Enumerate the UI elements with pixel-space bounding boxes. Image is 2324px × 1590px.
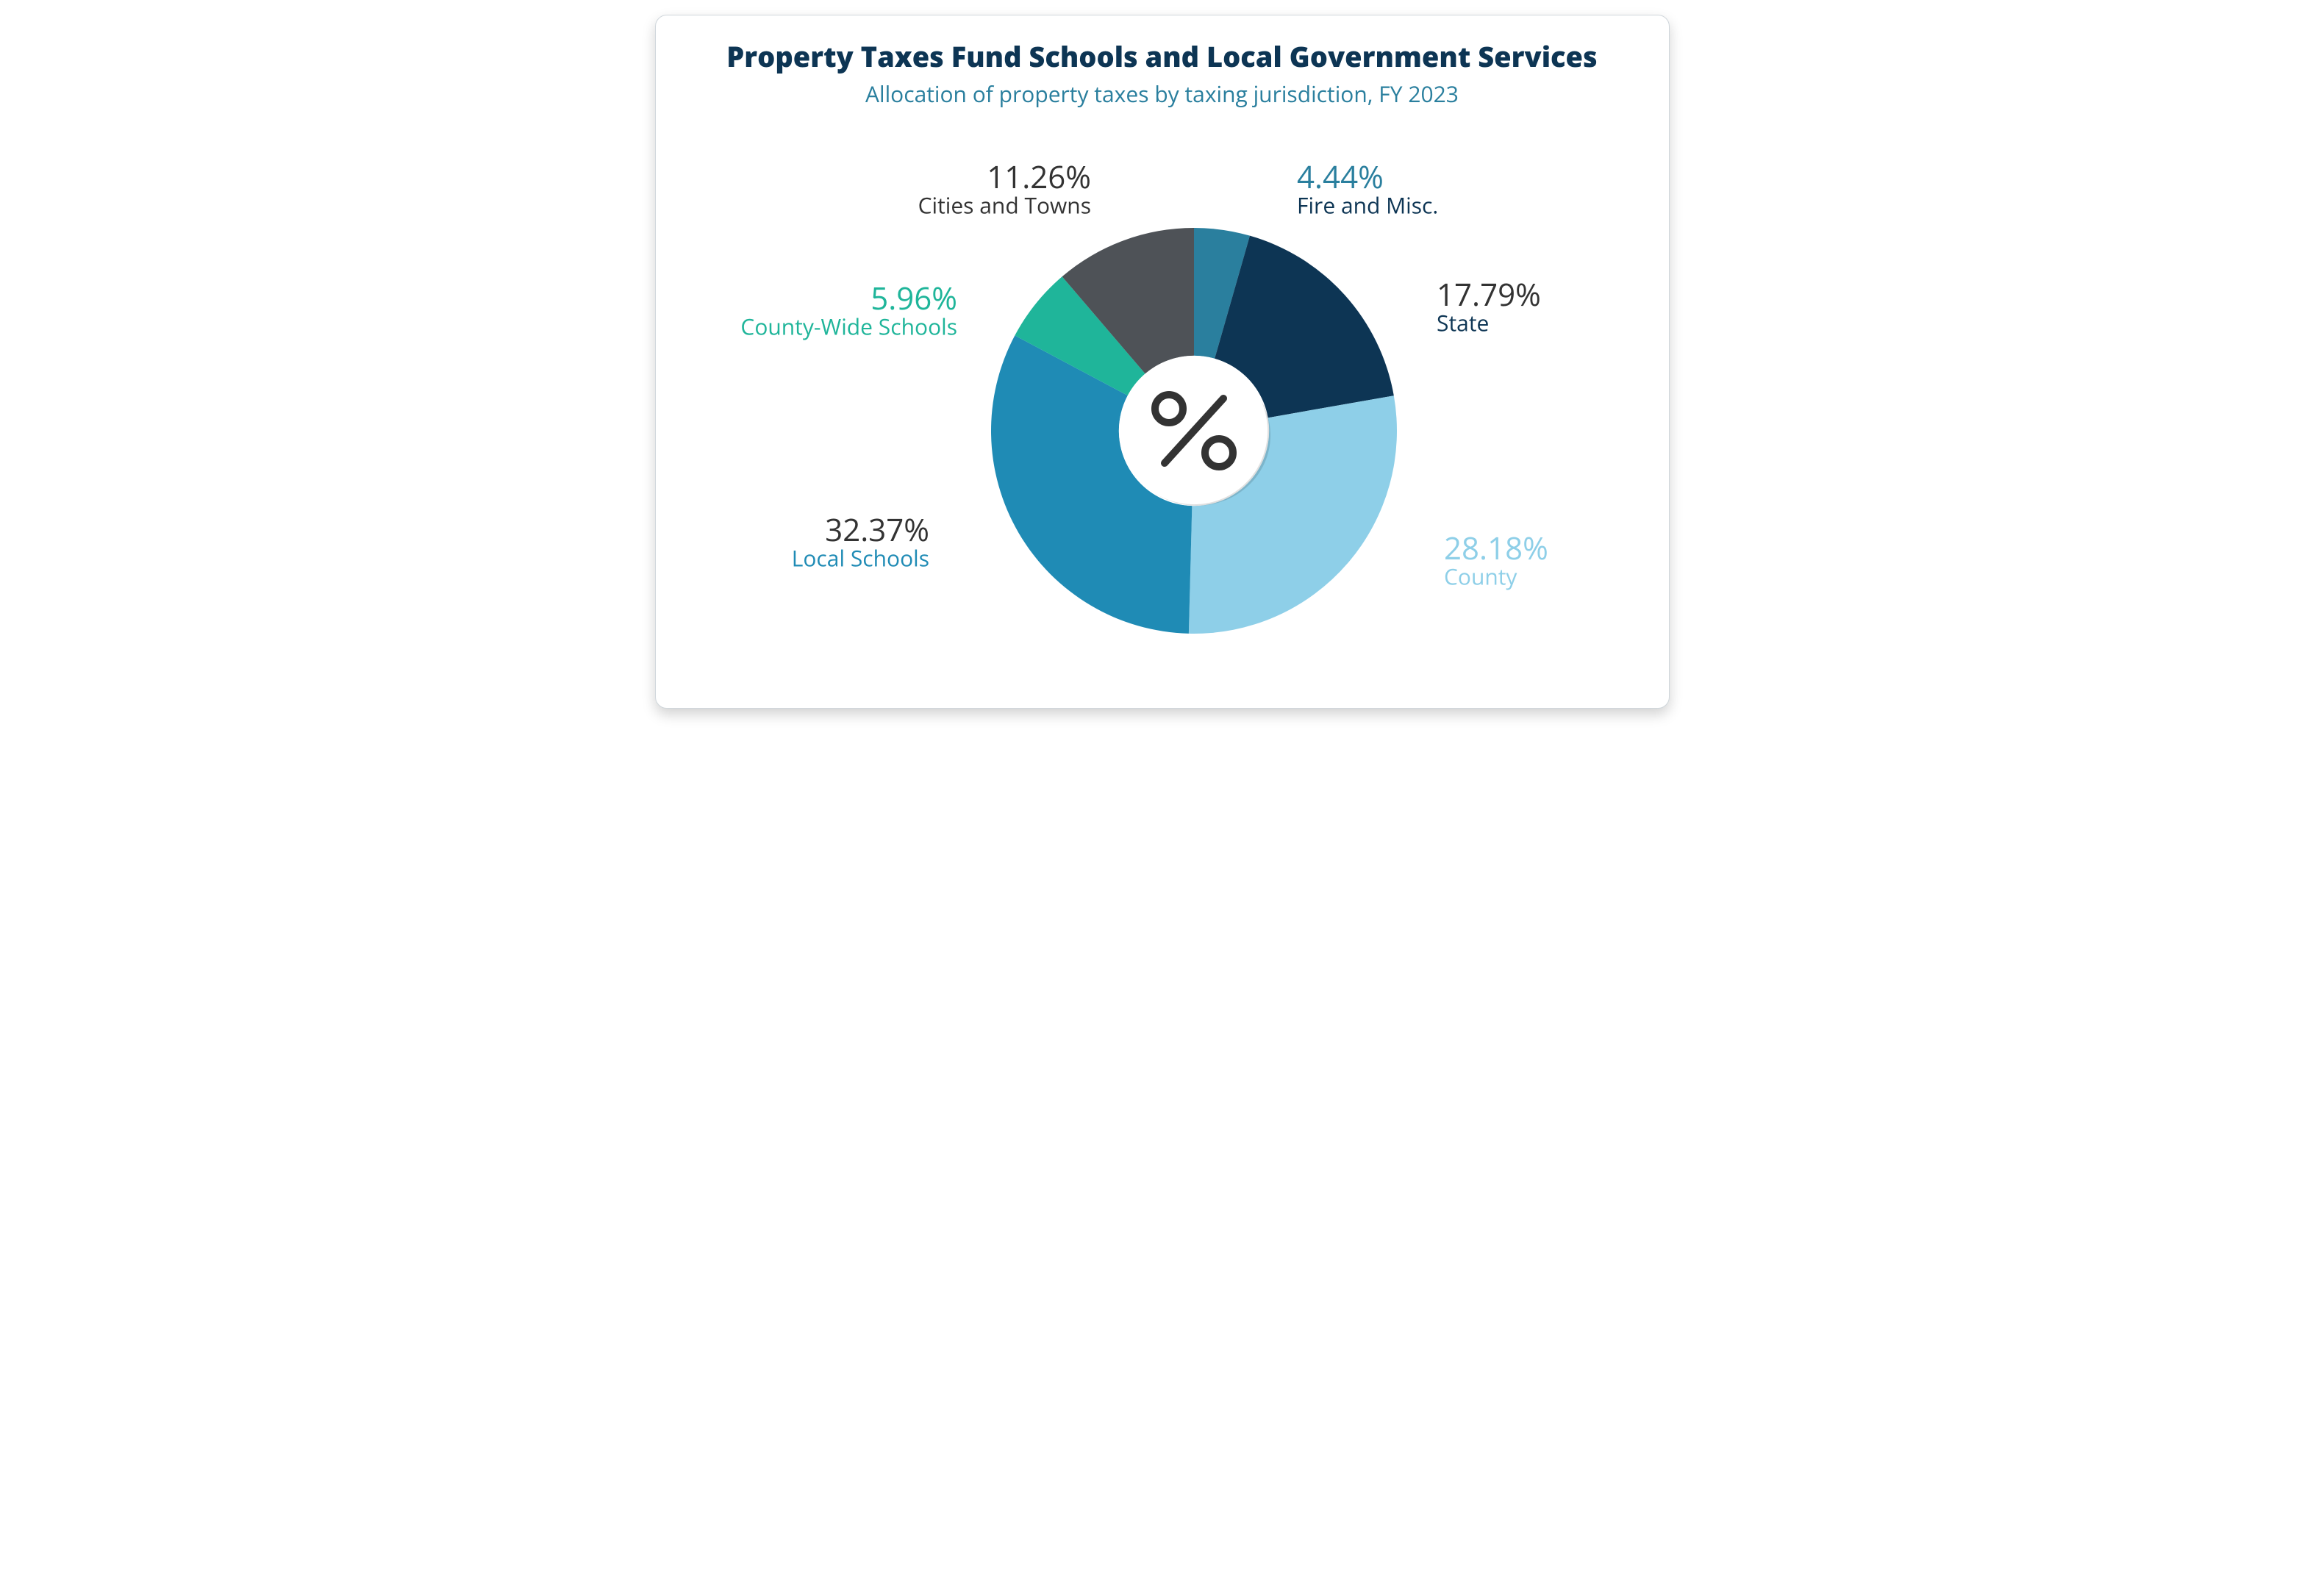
slice-name: State: [1437, 308, 1489, 338]
donut-svg: 4.44%Fire and Misc. 17.79%State 28.18%Coun…: [679, 115, 1647, 681]
chart-subtitle: Allocation of property taxes by taxing j…: [679, 79, 1645, 109]
slice-name: County: [1444, 562, 1517, 592]
slice-label: 5.96%County-Wide Schools: [740, 277, 957, 342]
slice-name: Fire and Misc.: [1297, 190, 1438, 221]
slice-name: Cities and Towns: [918, 190, 1090, 221]
donut-chart: 4.44%Fire and Misc. 17.79%State 28.18%Coun…: [679, 115, 1645, 681]
slice-name: Local Schools: [791, 543, 929, 573]
slice-label: 17.79%State: [1437, 273, 1541, 338]
slice-label: 11.26%Cities and Towns: [918, 156, 1090, 221]
slice-label: 4.44%Fire and Misc.: [1297, 156, 1438, 221]
slice-label: 28.18%County: [1444, 527, 1548, 592]
slice-label: 32.37%Local Schools: [791, 509, 929, 573]
chart-card: Property Taxes Fund Schools and Local Go…: [655, 15, 1670, 709]
chart-title: Property Taxes Fund Schools and Local Go…: [679, 37, 1645, 76]
slice-name: County-Wide Schools: [740, 312, 957, 342]
